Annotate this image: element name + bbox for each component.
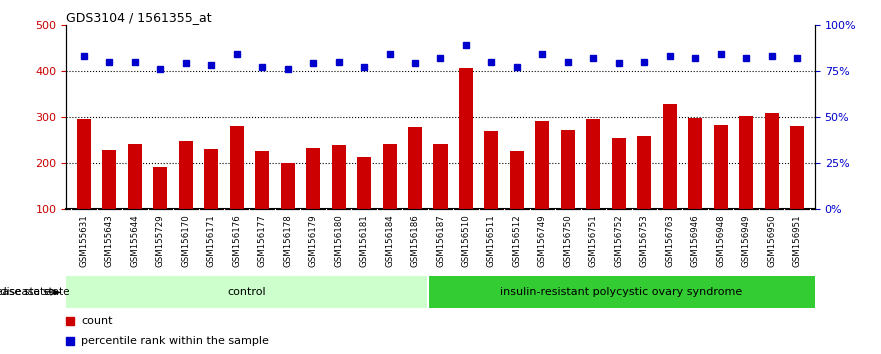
Text: GSM156951: GSM156951 <box>793 214 802 267</box>
Text: GSM156949: GSM156949 <box>742 214 751 267</box>
Text: GSM155729: GSM155729 <box>156 214 165 267</box>
Text: GSM156187: GSM156187 <box>436 214 445 267</box>
Bar <box>281 163 294 255</box>
Bar <box>66 276 427 308</box>
Bar <box>611 137 626 255</box>
Bar <box>230 126 244 255</box>
Text: GSM155644: GSM155644 <box>130 214 139 267</box>
Bar <box>433 144 448 255</box>
Text: GSM156749: GSM156749 <box>538 214 547 267</box>
Text: GSM156177: GSM156177 <box>258 214 267 267</box>
Text: count: count <box>81 316 113 326</box>
Bar <box>587 119 600 255</box>
Text: GSM156950: GSM156950 <box>767 214 776 267</box>
Bar <box>357 157 371 255</box>
Bar <box>427 276 815 308</box>
Text: GSM156512: GSM156512 <box>513 214 522 267</box>
Text: percentile rank within the sample: percentile rank within the sample <box>81 336 269 346</box>
Text: GSM156186: GSM156186 <box>411 214 419 267</box>
Text: GSM155643: GSM155643 <box>105 214 114 267</box>
Text: GSM156178: GSM156178 <box>283 214 292 267</box>
Bar <box>382 143 396 255</box>
Text: disease state: disease state <box>0 287 70 297</box>
Bar <box>459 68 473 255</box>
Bar <box>204 149 218 255</box>
Bar <box>790 126 804 255</box>
Text: GSM156171: GSM156171 <box>207 214 216 267</box>
Bar <box>536 121 550 255</box>
Bar <box>485 131 499 255</box>
Bar <box>77 119 91 255</box>
Bar <box>128 143 142 255</box>
Bar <box>561 130 575 255</box>
Text: GDS3104 / 1561355_at: GDS3104 / 1561355_at <box>66 11 211 24</box>
Text: GSM156946: GSM156946 <box>691 214 700 267</box>
Text: GSM156511: GSM156511 <box>487 214 496 267</box>
Text: GSM156753: GSM156753 <box>640 214 648 267</box>
Text: GSM155631: GSM155631 <box>79 214 88 267</box>
Text: GSM156170: GSM156170 <box>181 214 190 267</box>
Text: GSM156179: GSM156179 <box>308 214 318 267</box>
Bar <box>179 141 193 255</box>
Bar <box>255 152 270 255</box>
Bar <box>714 125 728 255</box>
Text: control: control <box>227 287 266 297</box>
Text: GSM156752: GSM156752 <box>614 214 623 267</box>
Text: GSM156180: GSM156180 <box>334 214 343 267</box>
Text: GSM156176: GSM156176 <box>233 214 241 267</box>
Bar <box>408 127 422 255</box>
Bar <box>510 152 524 255</box>
Bar <box>102 150 116 255</box>
Text: GSM156750: GSM156750 <box>563 214 573 267</box>
Bar <box>739 116 753 255</box>
Bar <box>153 166 167 255</box>
Text: insulin-resistant polycystic ovary syndrome: insulin-resistant polycystic ovary syndr… <box>500 287 743 297</box>
Text: GSM156751: GSM156751 <box>589 214 598 267</box>
Text: disease state ►: disease state ► <box>0 287 62 297</box>
Text: GSM156184: GSM156184 <box>385 214 394 267</box>
Bar <box>688 118 702 255</box>
Text: GSM156181: GSM156181 <box>359 214 368 267</box>
Text: GSM156763: GSM156763 <box>665 214 674 267</box>
Bar <box>306 148 320 255</box>
Text: GSM156510: GSM156510 <box>462 214 470 267</box>
Bar <box>331 145 345 255</box>
Bar <box>765 113 779 255</box>
Bar <box>637 136 651 255</box>
Bar <box>663 104 677 255</box>
Text: GSM156948: GSM156948 <box>716 214 725 267</box>
